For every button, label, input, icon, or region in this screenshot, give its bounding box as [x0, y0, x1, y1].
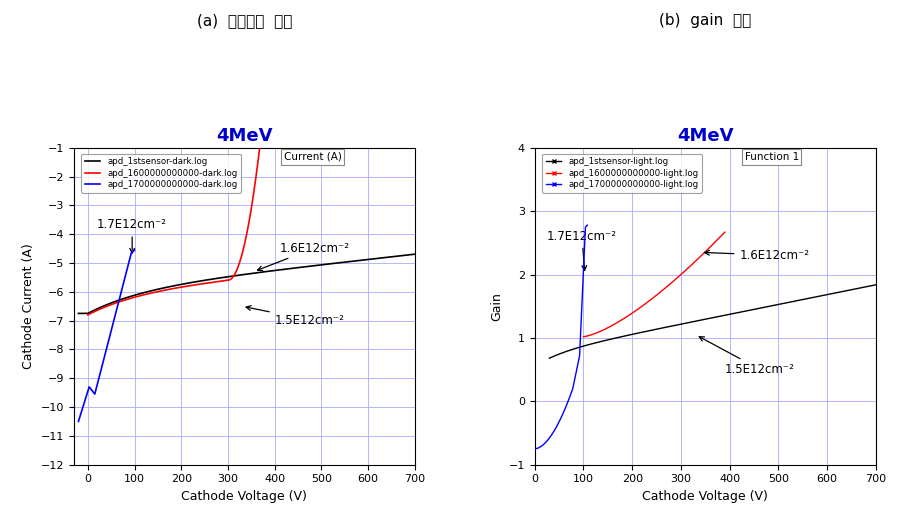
Text: 1.5E12cm⁻²: 1.5E12cm⁻²	[699, 337, 795, 376]
Text: (b)  gain  특성: (b) gain 특성	[659, 13, 751, 28]
Text: 1.7E12cm⁻²: 1.7E12cm⁻²	[97, 219, 167, 253]
Text: Current (A): Current (A)	[284, 152, 341, 162]
Y-axis label: Cathode Current (A): Cathode Current (A)	[22, 243, 35, 369]
Text: Function 1: Function 1	[745, 152, 798, 162]
Y-axis label: Gain: Gain	[491, 292, 503, 320]
Text: 1.5E12cm⁻²: 1.5E12cm⁻²	[246, 306, 345, 326]
Title: 4MeV: 4MeV	[216, 127, 273, 145]
Text: 1.6E12cm⁻²: 1.6E12cm⁻²	[257, 241, 349, 271]
Legend: apd_1stsensor-light.log, apd_1600000000000-light.log, apd_1700000000000-light.lo: apd_1stsensor-light.log, apd_16000000000…	[542, 154, 702, 193]
Text: (a)  항복전압  특성: (a) 항복전압 특성	[196, 13, 292, 28]
X-axis label: Cathode Voltage (V): Cathode Voltage (V)	[182, 490, 307, 503]
X-axis label: Cathode Voltage (V): Cathode Voltage (V)	[643, 490, 768, 503]
Legend: apd_1stsensor-dark.log, apd_1600000000000-dark.log, apd_1700000000000-dark.log: apd_1stsensor-dark.log, apd_160000000000…	[81, 154, 241, 193]
Text: 1.6E12cm⁻²: 1.6E12cm⁻²	[704, 249, 810, 262]
Title: 4MeV: 4MeV	[677, 127, 734, 145]
Text: 1.7E12cm⁻²: 1.7E12cm⁻²	[547, 230, 617, 270]
